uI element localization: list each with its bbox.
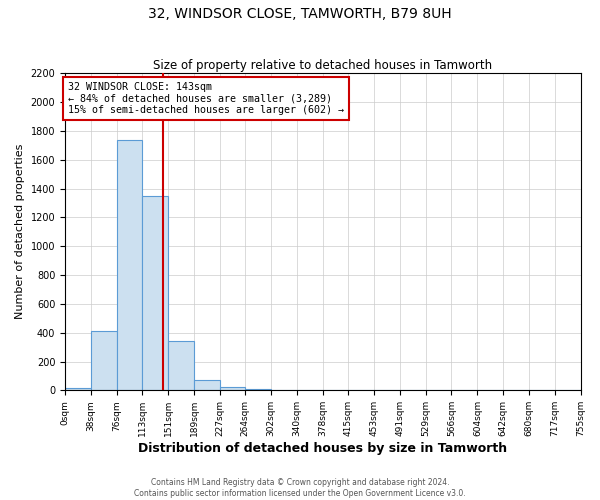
Text: 32, WINDSOR CLOSE, TAMWORTH, B79 8UH: 32, WINDSOR CLOSE, TAMWORTH, B79 8UH [148, 8, 452, 22]
Bar [65, 388, 91, 390]
Bar [142, 196, 168, 390]
Bar [91, 331, 117, 390]
Bar [245, 389, 271, 390]
Bar [194, 380, 220, 390]
Title: Size of property relative to detached houses in Tamworth: Size of property relative to detached ho… [153, 59, 493, 72]
Bar [168, 342, 194, 390]
X-axis label: Distribution of detached houses by size in Tamworth: Distribution of detached houses by size … [138, 442, 508, 455]
Text: 32 WINDSOR CLOSE: 143sqm
← 84% of detached houses are smaller (3,289)
15% of sem: 32 WINDSOR CLOSE: 143sqm ← 84% of detach… [68, 82, 344, 115]
Text: Contains HM Land Registry data © Crown copyright and database right 2024.
Contai: Contains HM Land Registry data © Crown c… [134, 478, 466, 498]
Bar [117, 140, 142, 390]
Y-axis label: Number of detached properties: Number of detached properties [15, 144, 25, 320]
Bar [220, 386, 245, 390]
